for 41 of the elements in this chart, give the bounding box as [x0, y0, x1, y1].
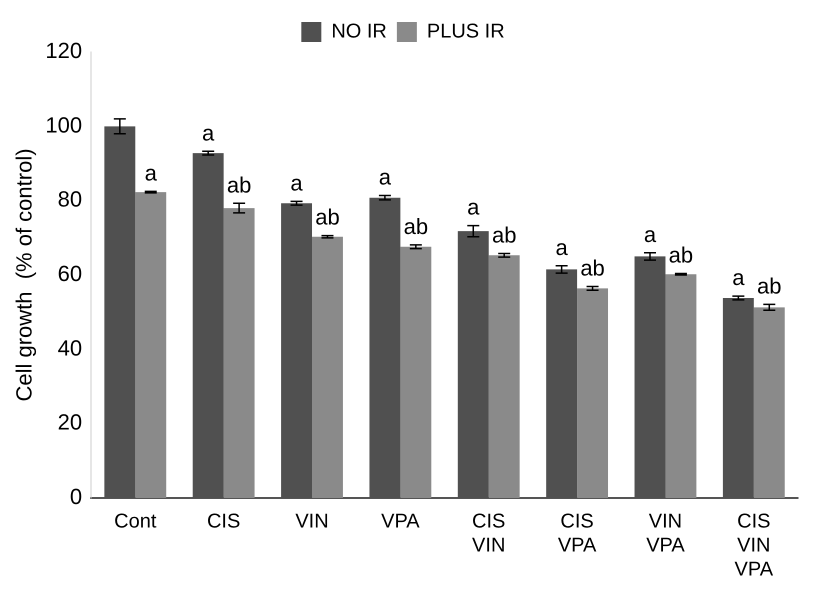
data-label: ab [315, 204, 340, 230]
y-tick-label: 0 [70, 484, 82, 510]
x-tick-label: CIS VIN [472, 510, 506, 557]
x-tick-label: CIS [206, 510, 240, 533]
bar [665, 274, 696, 498]
x-tick-label: CIS VPA [558, 510, 598, 557]
bar [135, 192, 166, 498]
bar [312, 236, 343, 498]
legend-label: PLUS IR [426, 20, 505, 43]
y-tick-label: 120 [45, 38, 82, 64]
y-tick-label: 40 [58, 335, 82, 360]
data-label: ab [757, 273, 782, 298]
y-tick-label: 100 [45, 112, 82, 138]
data-label: a [644, 222, 657, 247]
x-tick-label: CIS VIN VPA [734, 510, 774, 581]
x-tick-label: Cont [114, 510, 157, 533]
data-label: a [556, 234, 569, 260]
data-label: a [467, 194, 480, 220]
data-label: a [144, 160, 158, 186]
data-label: ab [668, 242, 694, 268]
data-label: ab [580, 256, 605, 281]
data-label: a [290, 170, 304, 196]
data-label: a [732, 265, 746, 290]
data-label: ab [404, 214, 428, 239]
data-label: ab [226, 172, 252, 198]
bar [754, 307, 785, 498]
y-axis-title: Cell growth (% of control) [11, 148, 36, 402]
x-tick-label: VPA [381, 510, 420, 533]
data-label: ab [492, 222, 516, 248]
data-label: a [202, 120, 216, 146]
legend-label: NO IR [331, 20, 387, 43]
bar [577, 288, 608, 498]
y-tick-label: 80 [58, 186, 82, 212]
bar [400, 246, 432, 498]
y-tick-label: 60 [58, 261, 82, 286]
x-tick-label: VIN VPA [646, 510, 686, 557]
x-tick-label: VIN [295, 510, 329, 533]
bar [224, 208, 255, 498]
y-tick-label: 20 [58, 410, 82, 435]
data-label: a [378, 164, 392, 190]
bar [488, 255, 520, 498]
